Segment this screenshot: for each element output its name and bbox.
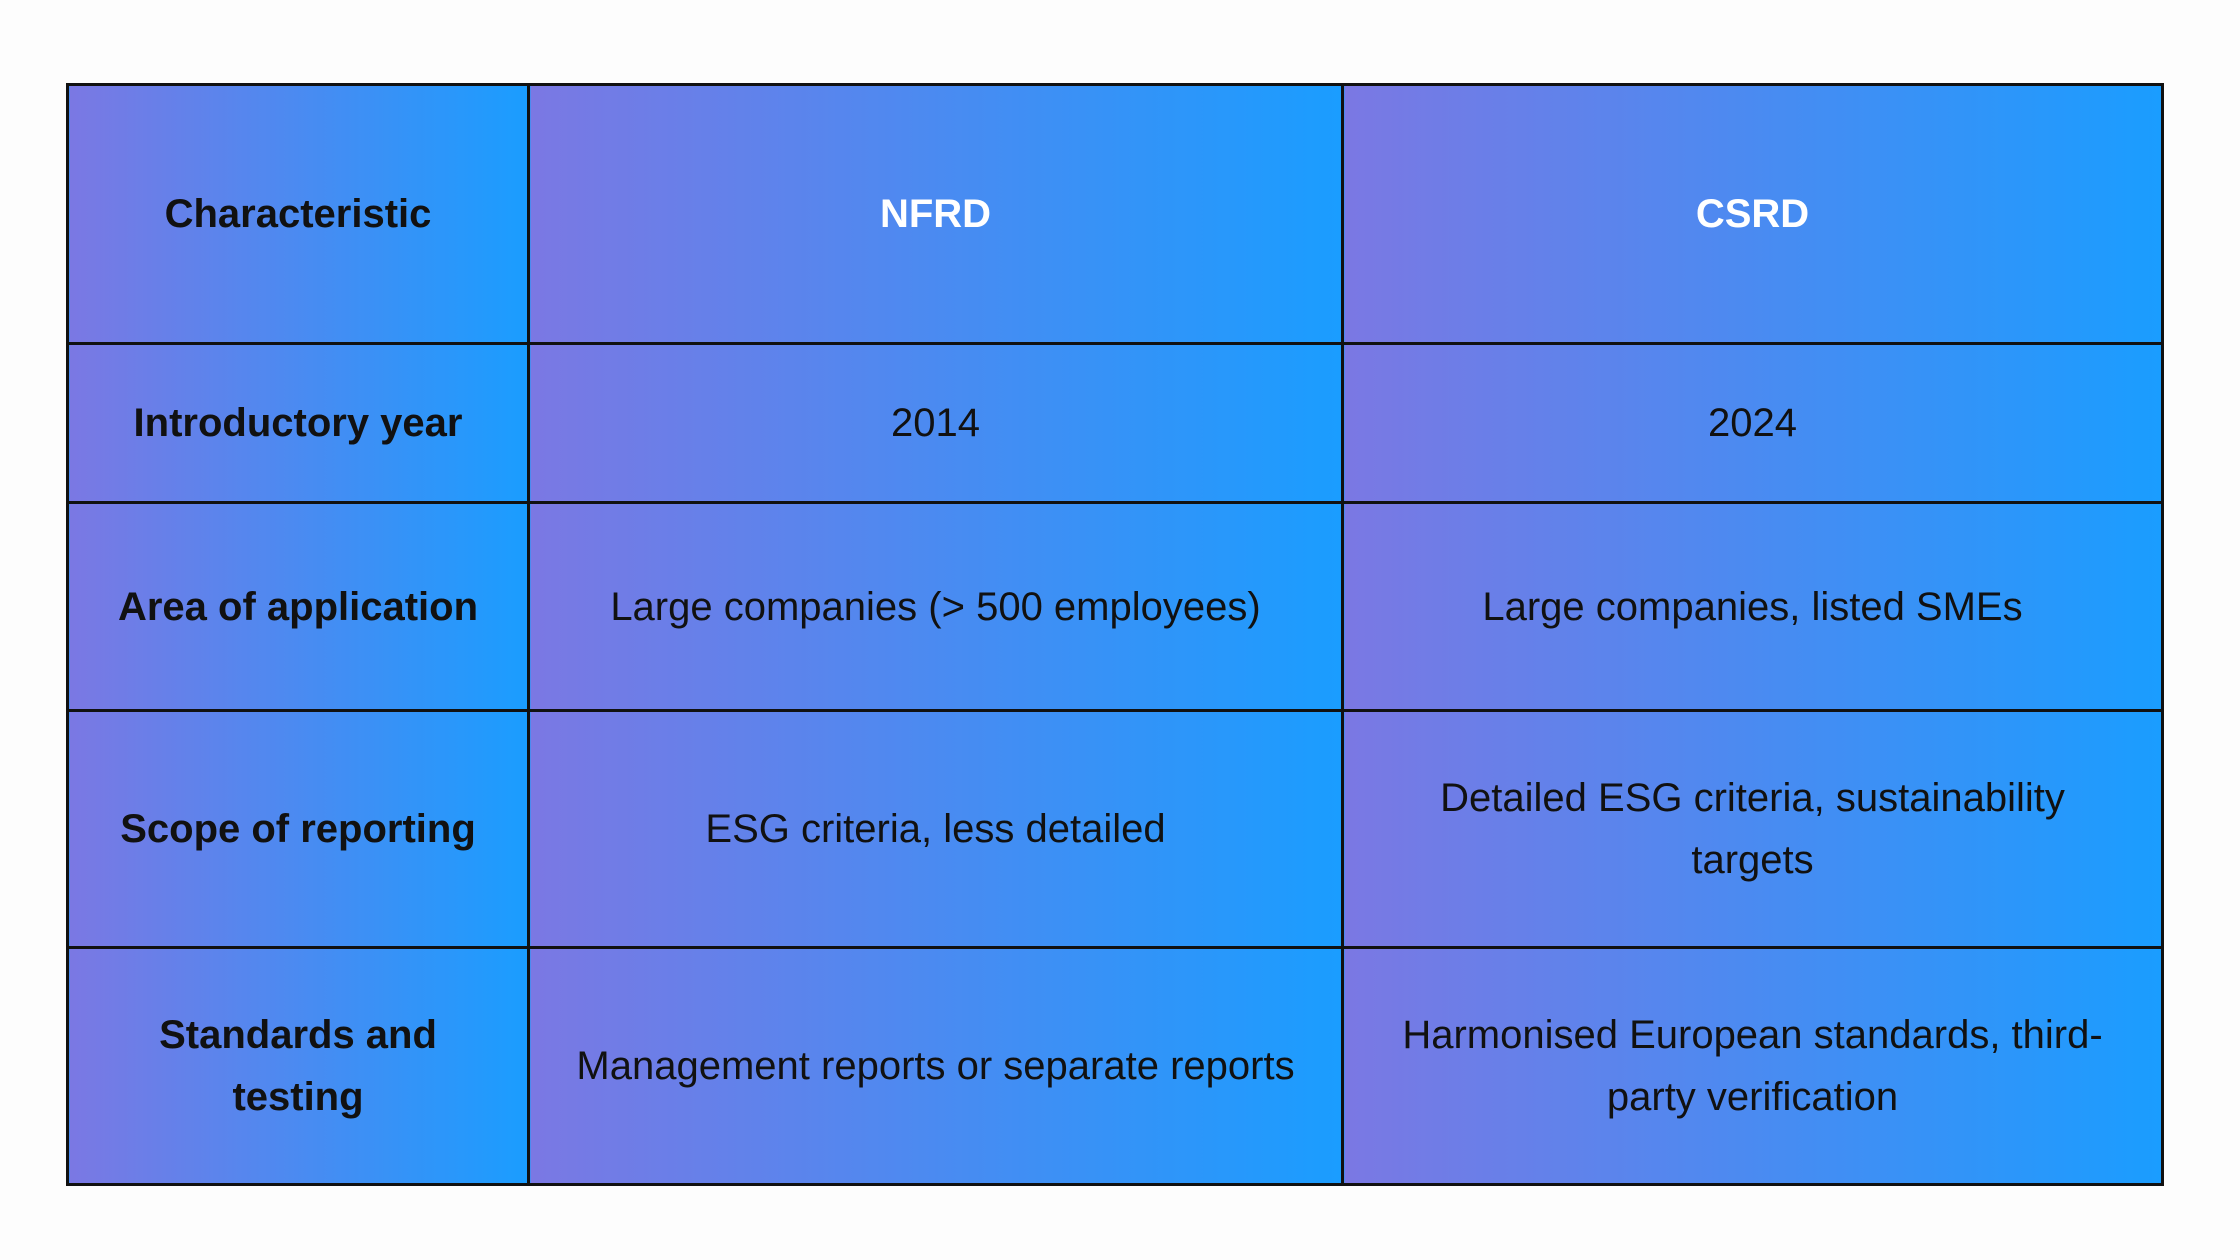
cell: Management reports or separate reports <box>527 946 1344 1186</box>
header-row: Characteristic NFRD CSRD <box>66 83 2164 345</box>
cell: Detailed ESG criteria, sustainability ta… <box>1341 709 2164 949</box>
cell: 2014 <box>527 342 1344 504</box>
header-cell: NFRD <box>527 83 1344 345</box>
row: Scope of reporting ESG criteria, less de… <box>66 709 2164 949</box>
row: Introductory year 2014 2024 <box>66 342 2164 504</box>
cell: ESG criteria, less detailed <box>527 709 1344 949</box>
row-label: Scope of reporting <box>66 709 530 949</box>
header-cell: CSRD <box>1341 83 2164 345</box>
comparison-table: Characteristic NFRD CSRD Introductory ye… <box>66 83 2164 1186</box>
cell: 2024 <box>1341 342 2164 504</box>
row-label: Standards and testing <box>66 946 530 1186</box>
cell: Large companies, listed SMEs <box>1341 501 2164 712</box>
row-label: Introductory year <box>66 342 530 504</box>
row-label: Area of application <box>66 501 530 712</box>
row: Area of application Large companies (> 5… <box>66 501 2164 712</box>
header-cell: Characteristic <box>66 83 530 345</box>
row: Standards and testing Management reports… <box>66 946 2164 1186</box>
cell: Harmonised European standards, third-par… <box>1341 946 2164 1186</box>
cell: Large companies (> 500 employees) <box>527 501 1344 712</box>
